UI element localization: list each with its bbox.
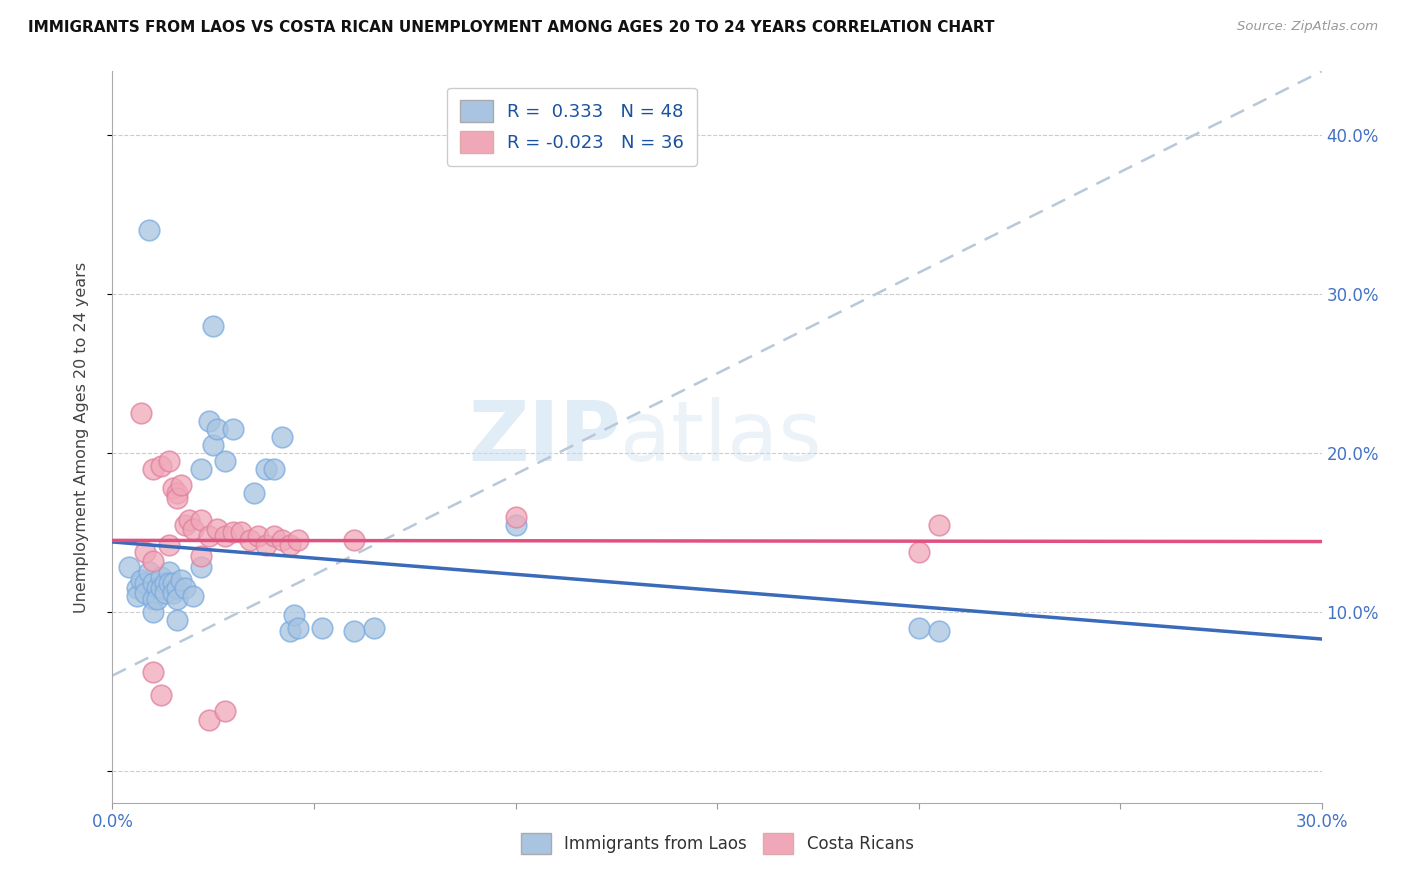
Point xyxy=(157,538,180,552)
Text: IMMIGRANTS FROM LAOS VS COSTA RICAN UNEMPLOYMENT AMONG AGES 20 TO 24 YEARS CORRE: IMMIGRANTS FROM LAOS VS COSTA RICAN UNEM… xyxy=(28,20,994,35)
Point xyxy=(138,566,160,580)
Point xyxy=(214,704,236,718)
Point xyxy=(287,621,309,635)
Point xyxy=(170,477,193,491)
Point xyxy=(190,513,212,527)
Point xyxy=(157,454,180,468)
Point xyxy=(174,517,197,532)
Point xyxy=(190,462,212,476)
Point xyxy=(166,485,188,500)
Point xyxy=(142,605,165,619)
Point xyxy=(214,454,236,468)
Point xyxy=(907,621,929,635)
Point xyxy=(153,576,176,591)
Point xyxy=(505,517,527,532)
Point xyxy=(278,624,301,638)
Point xyxy=(129,406,152,420)
Point xyxy=(202,438,225,452)
Point xyxy=(207,522,229,536)
Point xyxy=(157,576,180,591)
Point xyxy=(142,462,165,476)
Point xyxy=(174,581,197,595)
Point xyxy=(246,529,269,543)
Point xyxy=(129,573,152,587)
Point xyxy=(198,713,221,727)
Point xyxy=(198,529,221,543)
Legend: Immigrants from Laos, Costa Ricans: Immigrants from Laos, Costa Ricans xyxy=(513,827,921,860)
Point xyxy=(907,544,929,558)
Point xyxy=(149,581,172,595)
Point xyxy=(138,223,160,237)
Point xyxy=(343,624,366,638)
Point xyxy=(146,581,169,595)
Point xyxy=(157,566,180,580)
Y-axis label: Unemployment Among Ages 20 to 24 years: Unemployment Among Ages 20 to 24 years xyxy=(75,261,89,613)
Point xyxy=(928,517,950,532)
Point xyxy=(125,581,148,595)
Point xyxy=(149,458,172,473)
Point xyxy=(505,509,527,524)
Point xyxy=(142,576,165,591)
Point xyxy=(222,422,245,436)
Point xyxy=(270,533,292,548)
Point xyxy=(214,529,236,543)
Point xyxy=(263,529,285,543)
Point xyxy=(162,586,184,600)
Point xyxy=(222,525,245,540)
Point xyxy=(287,533,309,548)
Point xyxy=(162,576,184,591)
Point xyxy=(149,570,172,584)
Point xyxy=(181,589,204,603)
Point xyxy=(238,533,260,548)
Point xyxy=(202,318,225,333)
Point xyxy=(177,513,200,527)
Point xyxy=(170,573,193,587)
Point xyxy=(231,525,253,540)
Text: atlas: atlas xyxy=(620,397,823,477)
Point xyxy=(146,592,169,607)
Point xyxy=(283,608,305,623)
Point xyxy=(149,688,172,702)
Point xyxy=(198,414,221,428)
Point xyxy=(142,554,165,568)
Point xyxy=(190,549,212,564)
Point xyxy=(134,544,156,558)
Point xyxy=(263,462,285,476)
Point xyxy=(134,586,156,600)
Text: Source: ZipAtlas.com: Source: ZipAtlas.com xyxy=(1237,20,1378,33)
Point xyxy=(207,422,229,436)
Point xyxy=(117,560,139,574)
Point xyxy=(343,533,366,548)
Point xyxy=(254,538,277,552)
Point xyxy=(254,462,277,476)
Point xyxy=(278,538,301,552)
Point xyxy=(181,522,204,536)
Point xyxy=(270,430,292,444)
Point xyxy=(125,589,148,603)
Point xyxy=(153,586,176,600)
Point xyxy=(311,621,333,635)
Point xyxy=(363,621,385,635)
Point xyxy=(162,481,184,495)
Point xyxy=(190,560,212,574)
Point xyxy=(166,491,188,505)
Point xyxy=(142,592,165,607)
Point xyxy=(142,665,165,680)
Point xyxy=(166,581,188,595)
Point xyxy=(134,576,156,591)
Point xyxy=(928,624,950,638)
Point xyxy=(242,485,264,500)
Point xyxy=(166,613,188,627)
Point xyxy=(166,592,188,607)
Text: ZIP: ZIP xyxy=(468,397,620,477)
